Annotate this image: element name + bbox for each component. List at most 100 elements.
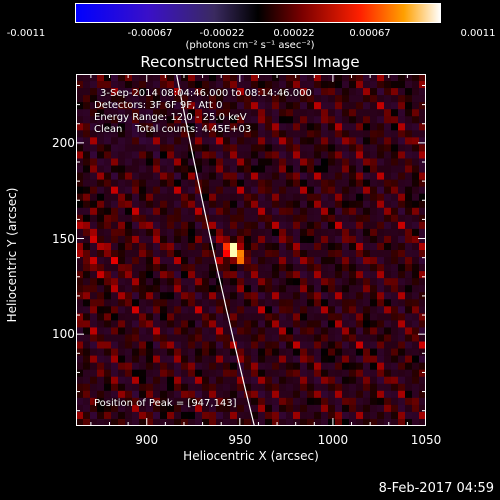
- heatmap-cell: [279, 362, 287, 370]
- heatmap-cell: [104, 376, 112, 385]
- heatmap-cell: [377, 193, 385, 202]
- heatmap-cell: [125, 165, 133, 173]
- heatmap-cell: [405, 313, 413, 321]
- heatmap-cell: [272, 257, 280, 265]
- heatmap-cell: [83, 362, 91, 370]
- heatmap-cell: [356, 257, 364, 265]
- heatmap-cell: [412, 88, 420, 96]
- heatmap-cell: [377, 334, 385, 342]
- heatmap-cell: [146, 221, 154, 230]
- heatmap-cell: [230, 172, 238, 180]
- heatmap-cell: [111, 88, 119, 96]
- heatmap-cell: [328, 193, 336, 202]
- heatmap-cell: [265, 81, 273, 89]
- heatmap-cell: [230, 221, 238, 230]
- heatmap-cell: [104, 228, 112, 237]
- heatmap-cell: [167, 186, 175, 194]
- heatmap-cell: [111, 242, 119, 251]
- heatmap-cell: [97, 285, 105, 293]
- heatmap-cell: [363, 116, 371, 124]
- heatmap-cell: [244, 313, 252, 321]
- heatmap-cell: [405, 348, 413, 356]
- heatmap-cell: [377, 144, 385, 152]
- heatmap-cell: [363, 320, 371, 328]
- heatmap-cell: [363, 186, 371, 194]
- heatmap-cell: [146, 320, 154, 328]
- heatmap-cell: [384, 334, 392, 342]
- heatmap-cell: [307, 116, 315, 124]
- heatmap-cell: [181, 95, 189, 103]
- heatmap-cell: [300, 355, 308, 363]
- heatmap-cell: [90, 221, 98, 230]
- heatmap-cell: [153, 123, 161, 131]
- heatmap-cell: [223, 299, 231, 307]
- heatmap-cell: [265, 376, 273, 385]
- heatmap-cell: [118, 397, 126, 406]
- heatmap-cell: [412, 228, 420, 237]
- heatmap-cell: [118, 348, 126, 356]
- heatmap-cell: [314, 214, 322, 223]
- heatmap-cell: [328, 144, 336, 152]
- heatmap-cell: [188, 242, 196, 251]
- heatmap-cell: [384, 228, 392, 237]
- heatmap-cell: [398, 74, 406, 82]
- heatmap-cell: [342, 334, 350, 342]
- heatmap-cell: [384, 102, 392, 110]
- heatmap-cell: [279, 81, 287, 89]
- heatmap-cell: [384, 151, 392, 159]
- heatmap-cell: [104, 137, 112, 145]
- heatmap-cell: [398, 228, 406, 237]
- heatmap-cell: [335, 397, 343, 406]
- heatmap-cell: [286, 285, 294, 293]
- heatmap-cell: [265, 95, 273, 103]
- heatmap-cell: [342, 306, 350, 314]
- heatmap-cell: [412, 334, 420, 342]
- heatmap-cell: [76, 257, 84, 265]
- heatmap-cell: [412, 404, 420, 413]
- heatmap-cell: [230, 179, 238, 187]
- heatmap-cell: [118, 123, 126, 131]
- heatmap-cell: [216, 264, 224, 272]
- heatmap-cell: [349, 179, 357, 187]
- heatmap-cell: [237, 102, 245, 110]
- heatmap-cell: [412, 165, 420, 173]
- heatmap-cell: [412, 123, 420, 131]
- heatmap-cell: [188, 285, 196, 293]
- heatmap-cell: [370, 165, 378, 173]
- heatmap-cell: [258, 228, 266, 237]
- heatmap-cell: [370, 116, 378, 124]
- heatmap-cell: [90, 158, 98, 166]
- heatmap-cell: [412, 214, 420, 223]
- heatmap-cell: [307, 418, 315, 426]
- heatmap-cell: [216, 362, 224, 370]
- heatmap-cell: [132, 221, 140, 230]
- heatmap-cell: [111, 214, 119, 223]
- heatmap-cell: [412, 235, 420, 244]
- heatmap-cell: [279, 200, 287, 209]
- heatmap-cell: [258, 123, 266, 131]
- heatmap-cell: [398, 235, 406, 244]
- heatmap-cell: [419, 144, 426, 152]
- heatmap-cell: [90, 235, 98, 244]
- heatmap-cell: [342, 88, 350, 96]
- heatmap-cell: [314, 144, 322, 152]
- heatmap-cell: [146, 285, 154, 293]
- heatmap-cell: [251, 207, 259, 216]
- heatmap-cell: [223, 95, 231, 103]
- heatmap-cell: [139, 158, 147, 166]
- heatmap-cell: [363, 285, 371, 293]
- heatmap-cell: [391, 397, 399, 406]
- heatmap-cell: [97, 306, 105, 314]
- heatmap-cell: [279, 144, 287, 152]
- heatmap-cell: [405, 221, 413, 230]
- heatmap-cell: [104, 348, 112, 356]
- heatmap-cell: [370, 151, 378, 159]
- heatmap-cell: [307, 207, 315, 216]
- heatmap-cell: [160, 418, 168, 426]
- heatmap-cell: [377, 383, 385, 392]
- heatmap-cell: [391, 235, 399, 244]
- heatmap-cell: [321, 151, 329, 159]
- heatmap-cell: [76, 362, 84, 370]
- heatmap-cell: [118, 193, 126, 202]
- heatmap-cell: [272, 158, 280, 166]
